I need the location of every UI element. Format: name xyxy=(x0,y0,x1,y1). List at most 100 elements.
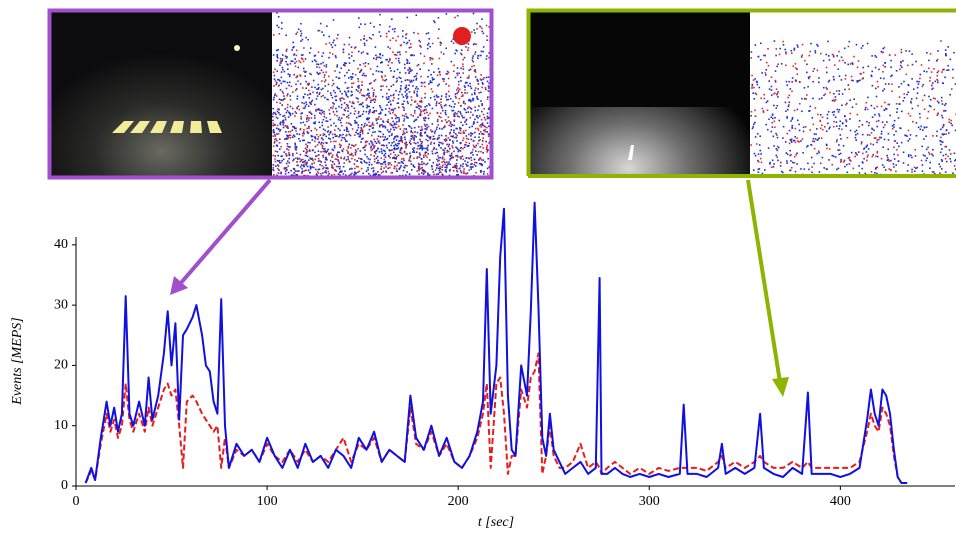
event-dot xyxy=(838,109,841,111)
event-dot xyxy=(272,54,275,56)
event-dot xyxy=(306,120,308,123)
event-dot xyxy=(277,108,279,110)
event-dot xyxy=(460,80,462,82)
event-dot xyxy=(331,165,334,168)
event-dot xyxy=(440,95,443,97)
event-dot xyxy=(451,147,454,149)
event-dot xyxy=(871,70,873,73)
event-dot xyxy=(368,164,370,166)
event-dot xyxy=(362,105,364,108)
event-dot xyxy=(372,95,374,97)
event-dot xyxy=(297,164,299,167)
event-dot xyxy=(410,138,413,140)
event-dot xyxy=(911,168,913,171)
event-dot xyxy=(420,126,423,128)
event-dot xyxy=(888,83,890,85)
event-dot xyxy=(373,155,375,157)
event-dot xyxy=(775,88,778,90)
event-dot xyxy=(462,63,464,65)
event-dot xyxy=(337,160,340,162)
event-dot xyxy=(279,161,281,164)
event-dot xyxy=(403,150,406,153)
event-dot xyxy=(333,89,335,92)
event-dot xyxy=(464,82,467,84)
event-dot xyxy=(272,135,274,137)
event-dot xyxy=(325,135,327,138)
event-dot xyxy=(386,137,389,140)
event-dot xyxy=(331,148,334,151)
event-dot xyxy=(750,110,753,113)
event-dot xyxy=(372,92,375,94)
event-dot xyxy=(373,169,375,172)
event-dot xyxy=(329,132,331,134)
event-dot xyxy=(329,92,332,94)
event-dot xyxy=(462,102,465,104)
event-dot xyxy=(295,127,297,130)
event-dot xyxy=(929,76,931,79)
event-dot xyxy=(488,90,491,93)
event-dot xyxy=(387,98,390,100)
event-dot xyxy=(906,93,908,96)
event-dot xyxy=(381,163,384,165)
event-dot xyxy=(795,154,797,156)
event-dot xyxy=(481,143,484,146)
event-dot xyxy=(453,106,455,108)
event-dot xyxy=(369,37,371,39)
event-dot xyxy=(813,140,816,143)
event-dot xyxy=(765,61,768,64)
event-dot xyxy=(446,165,448,167)
event-dot xyxy=(337,87,339,89)
event-dot xyxy=(446,73,449,75)
event-dot xyxy=(275,127,278,130)
event-dot xyxy=(361,128,363,130)
event-dot xyxy=(456,115,459,117)
event-dot xyxy=(472,55,474,57)
event-dot xyxy=(349,168,351,170)
event-dot xyxy=(315,98,318,100)
event-dot xyxy=(412,148,414,150)
event-dot xyxy=(442,109,444,112)
event-dot xyxy=(346,127,348,130)
event-dot xyxy=(407,102,409,105)
event-dot xyxy=(396,148,398,150)
event-dot xyxy=(911,53,913,55)
event-dot xyxy=(847,84,850,86)
event-dot xyxy=(415,151,418,153)
event-dot xyxy=(305,80,307,83)
event-dot xyxy=(421,128,423,130)
event-dot xyxy=(302,96,305,99)
event-dot xyxy=(465,123,468,125)
lane-mark xyxy=(628,145,634,160)
event-dot xyxy=(477,80,479,82)
event-dot xyxy=(373,138,375,141)
event-dot xyxy=(465,144,467,146)
event-dot xyxy=(393,141,395,143)
event-dot xyxy=(288,157,290,160)
event-dot xyxy=(316,66,318,68)
event-dot xyxy=(457,174,459,176)
event-dot xyxy=(336,66,338,68)
event-dot xyxy=(454,16,456,19)
event-dot xyxy=(444,147,446,150)
event-dot xyxy=(876,152,879,154)
event-dot xyxy=(452,135,454,137)
event-dot xyxy=(320,88,323,91)
event-dot xyxy=(294,58,296,60)
event-dot xyxy=(858,165,860,167)
event-dot xyxy=(339,134,341,136)
event-dot xyxy=(403,166,405,168)
event-dot xyxy=(486,112,489,115)
event-dot xyxy=(303,132,305,135)
event-dot xyxy=(359,135,361,138)
event-dot xyxy=(788,80,790,83)
event-dot xyxy=(328,42,331,44)
event-dot xyxy=(465,111,467,114)
event-dot xyxy=(775,154,778,157)
event-dot xyxy=(486,131,488,133)
event-dot xyxy=(949,158,951,160)
event-dot xyxy=(320,69,323,72)
event-dot xyxy=(322,87,324,90)
event-dot xyxy=(424,125,427,127)
event-dot xyxy=(286,94,288,97)
event-dot xyxy=(758,168,761,170)
